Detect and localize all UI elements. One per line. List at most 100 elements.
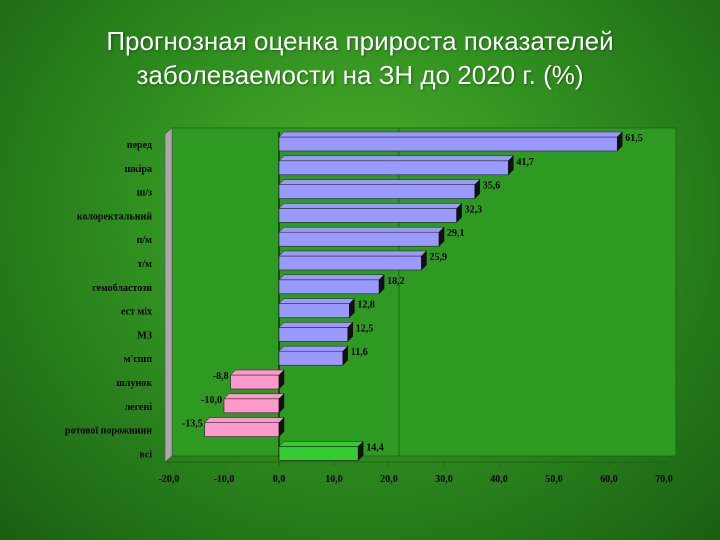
bar — [278, 178, 481, 200]
bar-front — [278, 136, 618, 152]
bar-side — [342, 345, 349, 366]
bar-front — [230, 374, 280, 390]
bar — [278, 297, 356, 319]
x-tick-label: 60,0 — [600, 474, 618, 485]
category-label: ротової порожнини — [65, 426, 152, 437]
bar — [278, 202, 463, 224]
bar — [278, 155, 514, 176]
bar-side — [357, 440, 364, 462]
bar-side — [617, 131, 623, 152]
x-tick-label: 30,0 — [435, 474, 453, 485]
title-line-2: заболеваемости на ЗН до 2020 г. (%) — [136, 60, 584, 90]
bar-front — [278, 446, 359, 461]
value-labels: 61,5 41,7 35,6 32,3 29,1 25,9 18,2 12,8 12,5 11,6… — [182, 133, 643, 453]
bar — [229, 369, 285, 390]
value-label: 12,8 — [357, 300, 375, 311]
value-label: -8,8 — [213, 371, 229, 382]
value-label: 41,7 — [516, 157, 534, 168]
bar-top — [278, 441, 364, 447]
bar-side — [456, 202, 462, 224]
category-label: легені — [125, 402, 153, 413]
x-tick-label: 0,0 — [273, 474, 286, 485]
bar-side — [278, 416, 285, 438]
bar-top — [278, 345, 349, 352]
value-label: 18,2 — [387, 276, 405, 287]
bar — [278, 321, 354, 343]
value-label: 12,5 — [356, 323, 374, 334]
bar-top — [204, 417, 285, 423]
bar — [278, 345, 349, 366]
value-label: 61,5 — [625, 133, 643, 144]
bar-side — [347, 321, 353, 343]
bar-side — [278, 369, 285, 390]
x-axis-ticks: -20,0 -10,0 0,0 10,0 20,0 30,0 40,0 50,0 60,0 70,… — [159, 462, 673, 485]
bar-top — [278, 155, 514, 162]
category-label: всі — [139, 449, 152, 460]
category-label: перед — [127, 140, 152, 151]
x-tick-label: 10,0 — [325, 474, 343, 485]
bar-top — [278, 298, 356, 304]
bar-side — [438, 226, 445, 247]
bar-front — [223, 398, 280, 414]
bar — [278, 226, 445, 247]
bar — [278, 250, 428, 271]
bar — [204, 416, 285, 438]
value-label: -10,0 — [201, 395, 222, 406]
bar — [278, 440, 364, 462]
category-label: м'сшп — [124, 354, 152, 365]
x-tick-label: -20,0 — [159, 474, 180, 485]
category-label: ест міх — [121, 307, 152, 318]
bar-front — [278, 184, 476, 199]
value-label: 25,9 — [429, 252, 447, 263]
x-tick-label: -10,0 — [214, 474, 235, 485]
bar-side — [378, 274, 385, 295]
value-label: 14,4 — [366, 442, 384, 453]
bar-top — [278, 203, 463, 209]
category-label: шлунок — [116, 378, 152, 389]
bar-top — [223, 393, 285, 400]
category-label: МЗ — [137, 330, 152, 341]
category-label: колоректальний — [77, 211, 152, 222]
bar — [278, 131, 623, 152]
bar-side — [349, 297, 355, 319]
category-label: ш/з — [137, 188, 152, 199]
bar-front — [278, 350, 344, 366]
bar-front — [204, 422, 280, 437]
category-labels: перед шкіра ш/з колоректальний п/м т/м гемобла… — [65, 140, 152, 460]
bar-front — [278, 208, 457, 223]
category-label: п/м — [137, 235, 153, 246]
title-line-1: Прогнозная оценка прироста показателей — [106, 26, 614, 56]
value-label: 32,3 — [465, 204, 483, 215]
x-tick-label: 50,0 — [545, 474, 563, 485]
bar-front — [278, 255, 422, 271]
x-tick-label: 40,0 — [490, 474, 508, 485]
bar-front — [278, 160, 509, 176]
bar-top — [278, 322, 354, 328]
value-label: 11,6 — [351, 347, 368, 358]
bar-top — [278, 226, 445, 233]
x-tick-label: 20,0 — [380, 474, 398, 485]
bar-top — [278, 250, 428, 257]
category-label: шкіра — [124, 164, 152, 175]
bar-top — [278, 274, 385, 281]
bar-top — [278, 131, 623, 138]
bar-front — [278, 303, 350, 318]
category-label: гемобластози — [92, 283, 152, 294]
value-label: 29,1 — [447, 228, 465, 239]
bar-front — [278, 279, 380, 295]
plot-side-wall — [164, 127, 173, 463]
value-label: -13,5 — [182, 419, 203, 430]
bar-front — [278, 231, 440, 247]
bar-side — [421, 250, 427, 271]
bar-side — [474, 178, 481, 200]
bars-group — [204, 131, 623, 462]
bar — [223, 393, 285, 414]
chart-title: Прогнозная оценка прироста показателей з… — [20, 24, 700, 92]
category-label: т/м — [137, 259, 152, 270]
bar-front — [278, 327, 349, 342]
bar-top — [229, 369, 285, 376]
value-label: 35,6 — [483, 181, 501, 192]
x-tick-label: 70,0 — [655, 474, 673, 485]
bar-side — [508, 155, 514, 176]
